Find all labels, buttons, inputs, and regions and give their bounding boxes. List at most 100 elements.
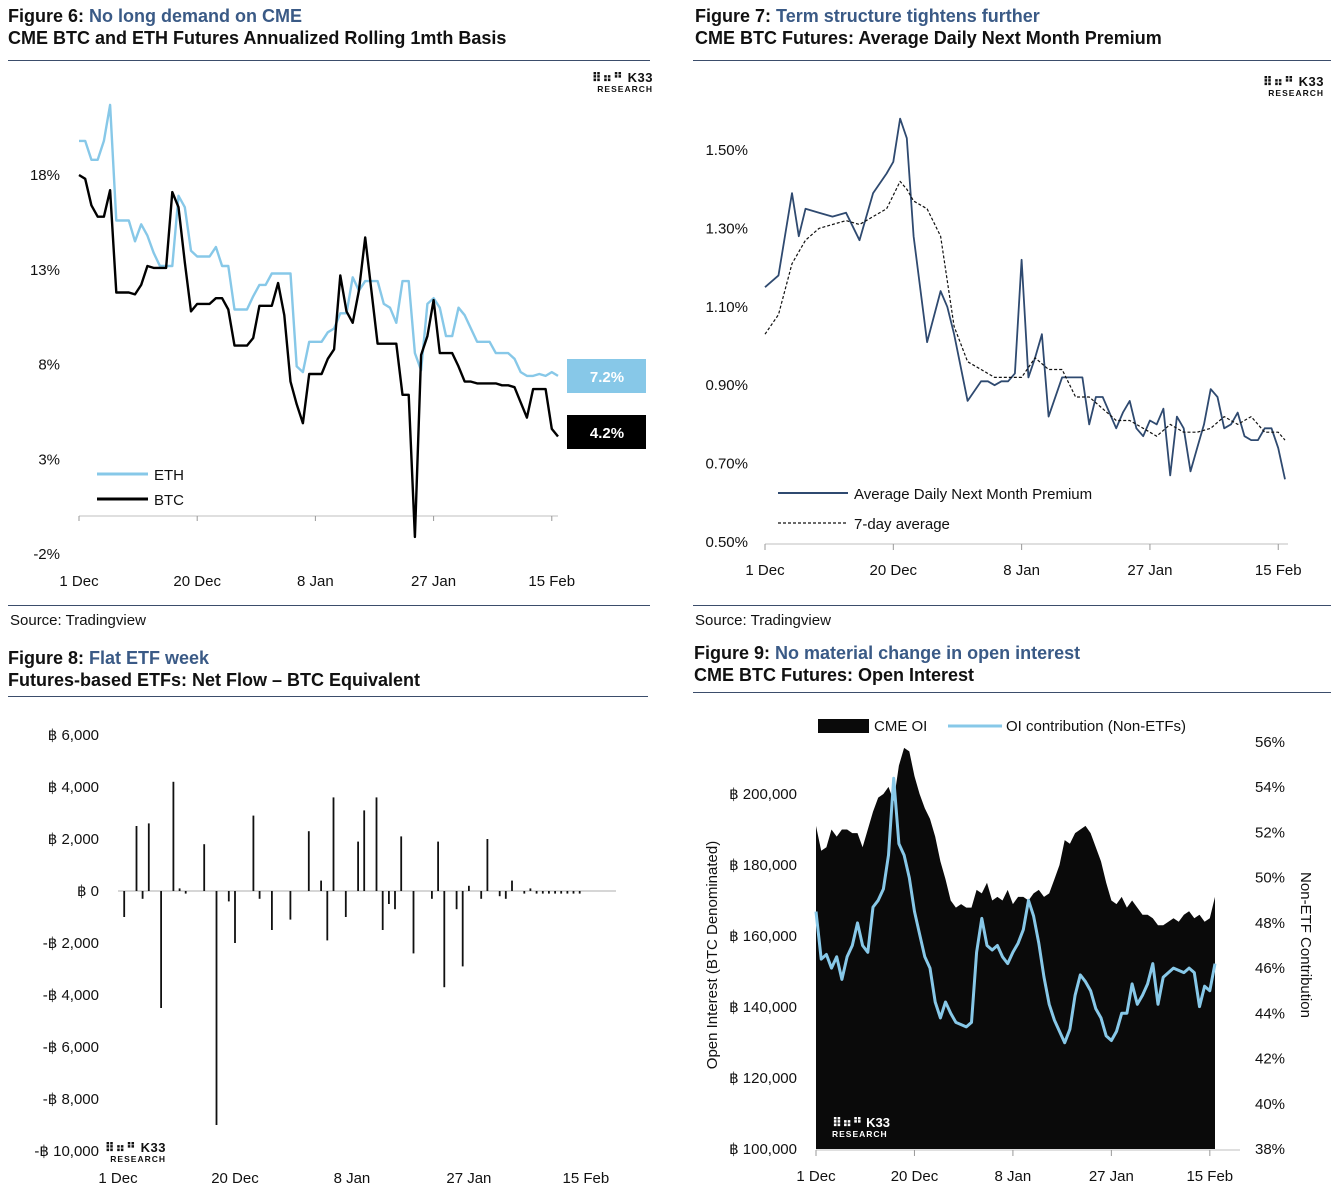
y-right-tick-label: 48% [1255,915,1285,932]
y-right-tick-label: 42% [1255,1051,1285,1068]
y-tick-label: 1.10% [705,299,748,316]
flow-bar [400,836,403,891]
x-tick-label: 1 Dec [745,562,785,579]
btc-basis-line [78,173,559,539]
flow-bar [172,781,175,891]
flow-bar [437,841,439,891]
legend-eth-label: ETH [154,467,184,484]
y-left-tick-label: ฿ 100,000 [729,1141,797,1158]
y-tick-label: -฿ 8,000 [43,1091,99,1108]
y-right-tick-label: 38% [1255,1141,1285,1158]
x-tick-label: 8 Jan [334,1170,371,1187]
flow-bar [375,797,378,891]
y-tick-label: 1.30% [705,220,748,237]
legend-cme-oi-swatch [818,719,869,733]
y-right-axis-title: Non-ETF Contribution [1297,872,1314,1018]
y-right-tick-label: 54% [1255,779,1285,796]
x-tick-label: 20 Dec [211,1170,259,1187]
y-tick-label: 8% [38,357,60,374]
figure-6-title: Figure 6: No long demand on CME [8,6,302,27]
figure-8-chart: ฿ 6,000 ฿ 4,000 ฿ 2,000 ฿ 0 -฿ 2,000 -฿ 4,000… [34,727,616,1187]
flow-bar [326,891,329,941]
flow-bar [135,826,138,891]
title-rule [8,60,650,61]
flow-bar [307,831,310,891]
k33-logo-main: ⠿⠶⠛ K33 [832,1115,890,1130]
eth-last-value-badge [567,359,646,393]
flow-bar [141,891,144,899]
y-left-tick-label: ฿ 160,000 [729,928,797,945]
flow-bar [289,891,292,920]
legend-btc-label: BTC [154,492,184,509]
eth-last-value: 7.2% [590,369,624,386]
x-tick-label: 15 Feb [562,1170,609,1187]
flow-bar [234,891,236,943]
flow-bar [535,891,538,894]
figure-7-source: Source: Tradingview [695,612,831,629]
x-tick-label: 27 Jan [1089,1168,1134,1185]
btc-last-value: 4.2% [590,425,624,442]
k33-logo-sub: RESEARCH [1268,88,1324,98]
x-tick-label: 1 Dec [98,1170,138,1187]
figure-8-title: Figure 8: Flat ETF week [8,648,209,669]
flow-bar [560,891,563,894]
premium-line [764,117,1286,480]
y-tick-label: 3% [38,451,60,468]
figure-9-subtitle: CME BTC Futures: Open Interest [694,665,975,685]
y-tick-label: -฿ 6,000 [43,1039,99,1056]
figure-8-subtitle: Futures-based ETFs: Net Flow – BTC Equiv… [8,670,421,690]
k33-logo-sub: RESEARCH [110,1154,166,1164]
flow-bar [431,891,433,899]
flow-bar [523,891,526,894]
flow-bar [461,891,464,967]
y-left-axis-title: Open Interest (BTC Denominated) [704,841,721,1069]
x-tick-label: 27 Jan [1127,562,1172,579]
legend-premium-label: Average Daily Next Month Premium [854,486,1092,503]
flow-bar [357,841,359,891]
eth-basis-line [79,103,559,378]
figure-7-subtitle: CME BTC Futures: Average Daily Next Mont… [695,28,1162,48]
x-tick-label: 8 Jan [995,1168,1032,1185]
x-tick-label: 1 Dec [59,573,99,590]
x-tick-label: 1 Dec [796,1168,836,1185]
flow-bar [332,797,335,891]
k33-logo-sub: RESEARCH [597,84,653,94]
legend-average-label: 7-day average [854,516,950,533]
figure-headline: Flat ETF week [89,648,210,668]
flow-bar [320,880,322,891]
flow-bar [147,823,150,891]
title-rule [693,692,1331,693]
x-tick-label: 20 Dec [173,573,221,590]
y-left-tick-label: ฿ 200,000 [729,786,797,803]
y-tick-label: ฿ 0 [77,883,99,900]
y-tick-label: 0.70% [705,456,748,473]
y-tick-label: 1.50% [705,142,748,159]
y-tick-label: ฿ 6,000 [48,727,99,744]
btc-last-value-badge [567,415,646,449]
y-right-tick-label: 40% [1255,1096,1285,1113]
k33-logo-main: ⠿⠶⠛ K33 [1263,74,1324,89]
k33-logo-sub: RESEARCH [832,1129,888,1139]
source-rule [8,605,650,606]
flow-bar [578,891,581,894]
legend-contribution-label: OI contribution (Non-ETFs) [1006,718,1186,735]
flow-bar [529,888,532,891]
x-tick-label: 15 Feb [1186,1168,1233,1185]
figure-number: Figure 6: [8,6,85,26]
flow-bar [258,891,261,899]
k33-logo-main: ⠿⠶⠛ K33 [592,70,653,85]
flow-bar [572,891,575,894]
figure-headline: Term structure tightens further [776,6,1040,26]
flow-bar [227,891,230,902]
flow-bar [455,891,458,910]
y-tick-label: 0.50% [705,534,748,551]
y-tick-label: -฿ 2,000 [43,935,99,952]
y-tick-label: 13% [30,262,60,279]
flow-bar [412,891,415,954]
flow-bar [548,891,550,894]
figure-6-subtitle: CME BTC and ETH Futures Annualized Rolli… [8,28,507,48]
flow-bar [215,891,218,1125]
k33-logo-main: ⠿⠶⠛ K33 [105,1140,166,1155]
y-tick-label: ฿ 4,000 [48,779,99,796]
y-tick-label: 0.90% [705,377,748,394]
